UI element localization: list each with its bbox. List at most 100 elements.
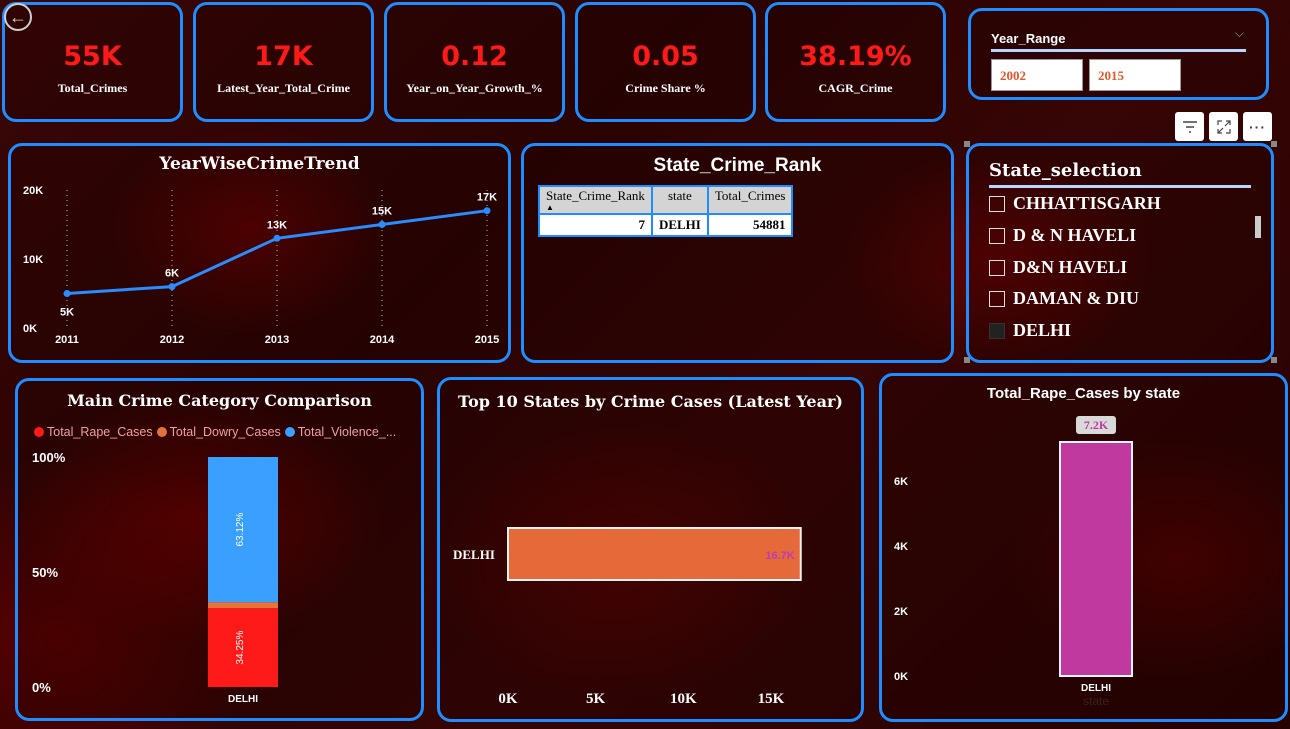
x-tick-label: 2015 bbox=[475, 334, 499, 346]
kpi-label: Crime Share % bbox=[625, 81, 706, 95]
focus-mode-icon bbox=[1216, 119, 1231, 134]
legend-item[interactable]: Total_Violence_... bbox=[284, 425, 396, 439]
cell-state: DELHI bbox=[650, 213, 709, 237]
kpi-latest-year-total: 17K Latest_Year_Total_Crime bbox=[193, 2, 374, 122]
slicer-title: Year_Range bbox=[991, 31, 1066, 46]
state-option[interactable]: D&N HAVELI bbox=[989, 257, 1127, 278]
chart-title: Top 10 States by Crime Cases (Latest Yea… bbox=[458, 392, 843, 411]
year-from-input[interactable]: 2002 bbox=[991, 59, 1083, 91]
slicer-title: State_selection bbox=[989, 160, 1142, 181]
filter-icon bbox=[1182, 120, 1197, 133]
bar-data-label: 16.7K bbox=[765, 550, 794, 562]
column-header-state[interactable]: state bbox=[650, 185, 709, 215]
state-option[interactable]: D & N HAVELI bbox=[989, 225, 1136, 246]
table-title: State_Crime_Rank bbox=[653, 155, 822, 176]
y-tick-label: 2K bbox=[894, 606, 908, 618]
legend-item[interactable]: Total_Rape_Cases bbox=[34, 425, 153, 439]
data-point[interactable] bbox=[63, 290, 71, 297]
state-option[interactable]: CHHATTISGARH bbox=[989, 193, 1161, 214]
data-label: 13K bbox=[267, 219, 287, 231]
cell-total: 54881 bbox=[706, 213, 794, 237]
more-options-icon: ··· bbox=[1249, 118, 1266, 135]
stacked-bar-segment[interactable] bbox=[208, 457, 278, 603]
chevron-down-icon[interactable]: ⌵ bbox=[1234, 26, 1244, 40]
x-tick-label: 0K bbox=[498, 691, 518, 707]
state-option[interactable]: DAMAN & DIU bbox=[989, 288, 1139, 309]
bar[interactable] bbox=[507, 527, 802, 581]
data-label: 17K bbox=[477, 192, 497, 204]
data-point[interactable] bbox=[483, 207, 491, 215]
y-tick-label: 6K bbox=[894, 476, 908, 488]
data-point[interactable] bbox=[168, 283, 176, 291]
data-point[interactable] bbox=[273, 234, 281, 242]
segment-label: 63.12% bbox=[235, 513, 246, 547]
bar-data-label: 7.2K bbox=[1084, 418, 1109, 432]
y-tick-label: 0K bbox=[894, 671, 908, 683]
stacked-bar-segment[interactable] bbox=[208, 602, 278, 609]
more-options-button[interactable]: ··· bbox=[1243, 112, 1272, 141]
x-tick-label: 2011 bbox=[55, 334, 79, 346]
kpi-label: Latest_Year_Total_Crime bbox=[217, 81, 350, 95]
segment-label: 34.25% bbox=[235, 631, 246, 665]
back-button[interactable]: ← bbox=[4, 3, 32, 31]
cell-rank: 7 bbox=[538, 213, 653, 237]
kpi-value: 17K bbox=[254, 41, 313, 72]
year-to-input[interactable]: 2015 bbox=[1089, 59, 1181, 91]
slicer-divider bbox=[991, 49, 1246, 52]
y-tick-label: 10K bbox=[23, 254, 43, 266]
bar[interactable] bbox=[1059, 441, 1133, 677]
trend-chart: 20K 10K 0K 5K 2011 6K 2012 13K 2013 15K 2014 17K 201… bbox=[23, 185, 499, 346]
slicer-divider bbox=[989, 185, 1251, 188]
filter-button[interactable] bbox=[1175, 112, 1204, 141]
state-crime-rank-panel: State_Crime_Rank State_Crime_Rank ▲ state… bbox=[521, 143, 954, 363]
column-header-rank[interactable]: State_Crime_Rank ▲ bbox=[538, 185, 653, 215]
x-tick-label: 2012 bbox=[160, 334, 184, 346]
checkbox[interactable] bbox=[989, 290, 1005, 307]
x-tick-label: 5K bbox=[586, 691, 606, 707]
y-tick-label: 50% bbox=[32, 565, 58, 580]
stacked-bar-segment[interactable] bbox=[208, 608, 278, 687]
year-range-slicer: Year_Range ⌵ 2002 2015 bbox=[968, 8, 1269, 100]
x-tick-label: 15K bbox=[758, 691, 785, 707]
state-selection-slicer: State_selection CHHATTISGARH D & N HAVEL… bbox=[966, 143, 1274, 363]
bar-label-bg bbox=[1076, 416, 1116, 434]
column-header-total[interactable]: Total_Crimes bbox=[706, 185, 794, 215]
chart-title: Main Crime Category Comparison bbox=[67, 391, 372, 410]
back-arrow-icon: ← bbox=[9, 7, 27, 27]
y-tick-label: 100% bbox=[32, 450, 66, 465]
checkbox[interactable] bbox=[989, 195, 1005, 212]
kpi-value: 0.05 bbox=[632, 41, 699, 72]
kpi-total-crimes: 55K Total_Crimes bbox=[2, 2, 183, 122]
data-label: 6K bbox=[165, 268, 179, 280]
category-chart-panel: Main Crime Category Comparison Total_Rap… bbox=[15, 378, 424, 721]
sort-asc-icon: ▲ bbox=[546, 203, 554, 212]
chart-title: Total_Rape_Cases by state bbox=[986, 385, 1181, 402]
kpi-crime-share: 0.05 Crime Share % bbox=[575, 2, 756, 122]
kpi-label: Total_Crimes bbox=[57, 81, 128, 95]
checkbox[interactable] bbox=[989, 259, 1005, 276]
kpi-value: 38.19% bbox=[799, 41, 912, 72]
y-tick-label: 4K bbox=[894, 541, 908, 553]
checkbox[interactable] bbox=[989, 322, 1005, 339]
chart-title: YearWiseCrimeTrend bbox=[159, 154, 360, 174]
kpi-value: 0.12 bbox=[441, 41, 508, 72]
scrollbar[interactable] bbox=[1255, 216, 1261, 238]
top10-chart-panel: Top 10 States by Crime Cases (Latest Yea… bbox=[437, 377, 864, 722]
data-point[interactable] bbox=[378, 221, 386, 228]
y-tick-label: 20K bbox=[23, 185, 43, 197]
x-tick-label: 10K bbox=[670, 691, 697, 707]
category-chart: 100% 50% 0% 34.25% 63.12% DELHI bbox=[32, 450, 278, 705]
table-row: 7 DELHI 54881 bbox=[538, 213, 794, 237]
x-tick-label: 2014 bbox=[370, 334, 395, 346]
focus-mode-button[interactable] bbox=[1209, 112, 1238, 141]
kpi-value: 55K bbox=[63, 41, 122, 72]
trend-chart-panel: YearWiseCrimeTrend 20K 10K 0K 5K 2011 6K 2012 1… bbox=[8, 143, 511, 363]
checkbox[interactable] bbox=[989, 227, 1005, 244]
state-option-selected[interactable]: DELHI bbox=[989, 320, 1071, 341]
data-label: 5K bbox=[60, 307, 74, 319]
chart-legend: Total_Rape_Cases Total_Dowry_Cases Total… bbox=[34, 425, 396, 439]
legend-item[interactable]: Total_Dowry_Cases bbox=[156, 425, 281, 439]
rape-cases-chart-panel: Total_Rape_Cases by state 6K 4K 2K 0K 7.2K DE… bbox=[879, 373, 1288, 722]
top10-chart: 0K 5K 10K 15K 16.7K DELHI bbox=[453, 527, 802, 707]
